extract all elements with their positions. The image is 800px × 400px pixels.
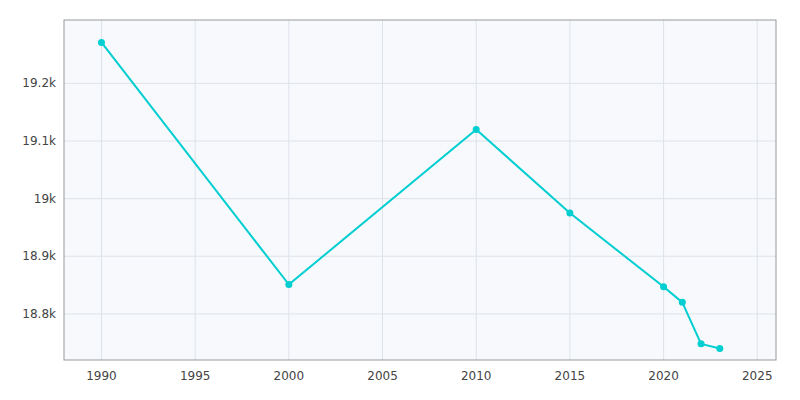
- y-tick-label: 18.9k: [22, 249, 56, 263]
- x-tick-label: 2020: [648, 369, 679, 383]
- x-grid-line: [382, 20, 383, 360]
- x-tick-label: 2005: [367, 369, 398, 383]
- point: [285, 281, 292, 288]
- x-tick-label: 2025: [742, 369, 773, 383]
- y-tick-label: 19.2k: [22, 76, 56, 90]
- x-tick-label: 2010: [461, 369, 492, 383]
- y-grid-line: [64, 83, 776, 84]
- y-tick-label: 19.1k: [22, 134, 56, 148]
- point: [473, 126, 480, 133]
- y-tick-label: 19k: [34, 192, 56, 206]
- point: [98, 39, 105, 46]
- x-grid-line: [757, 20, 758, 360]
- x-tick-label: 2000: [274, 369, 305, 383]
- y-grid-line: [64, 313, 776, 314]
- y-grid-line: [64, 141, 776, 142]
- y-tick-label: 18.8k: [22, 307, 56, 321]
- point: [716, 345, 723, 352]
- x-grid-line: [195, 20, 196, 360]
- x-grid-line: [101, 20, 102, 360]
- grid: [64, 20, 776, 360]
- line: [101, 42, 719, 348]
- chart-container: 1990 1995 2000 2005 2010 2015 2020 2025 18.8k 18.…: [0, 0, 800, 400]
- x-grid-line: [288, 20, 289, 360]
- x-tick-label: 1995: [180, 369, 211, 383]
- plot-background: [64, 20, 776, 360]
- point: [679, 299, 686, 306]
- x-grid-line: [663, 20, 664, 360]
- data-series: [98, 39, 723, 352]
- point: [698, 340, 705, 347]
- plot-frame: [64, 20, 776, 360]
- axes: 1990 1995 2000 2005 2010 2015 2020 2025 18.8k 18.…: [22, 76, 772, 383]
- chart-svg: 1990 1995 2000 2005 2010 2015 2020 2025 18.8k 18.…: [0, 0, 800, 400]
- x-tick-label: 2015: [555, 369, 586, 383]
- x-grid-line: [569, 20, 570, 360]
- point: [566, 210, 573, 217]
- y-grid-line: [64, 198, 776, 199]
- y-grid-line: [64, 256, 776, 257]
- x-grid-line: [476, 20, 477, 360]
- x-tick-label: 1990: [86, 369, 117, 383]
- point: [660, 283, 667, 290]
